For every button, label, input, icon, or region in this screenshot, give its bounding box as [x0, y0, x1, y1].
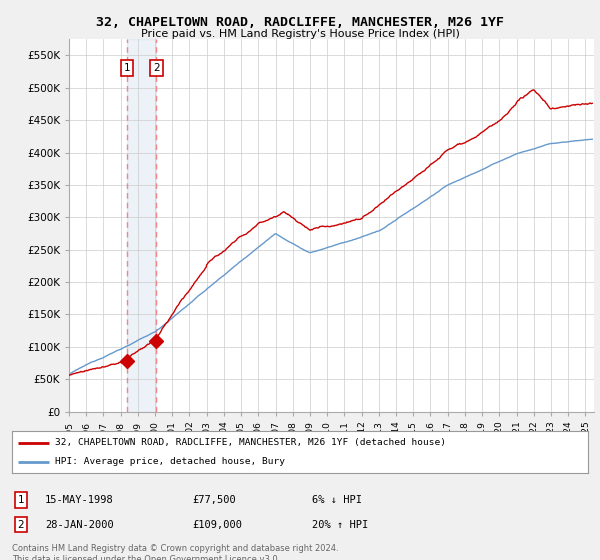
Text: 1: 1 [17, 495, 25, 505]
Text: 2: 2 [17, 520, 25, 530]
Text: 20% ↑ HPI: 20% ↑ HPI [312, 520, 368, 530]
Text: £109,000: £109,000 [192, 520, 242, 530]
Text: 32, CHAPELTOWN ROAD, RADCLIFFE, MANCHESTER, M26 1YF (detached house): 32, CHAPELTOWN ROAD, RADCLIFFE, MANCHEST… [55, 438, 446, 447]
Text: 6% ↓ HPI: 6% ↓ HPI [312, 495, 362, 505]
Text: 32, CHAPELTOWN ROAD, RADCLIFFE, MANCHESTER, M26 1YF: 32, CHAPELTOWN ROAD, RADCLIFFE, MANCHEST… [96, 16, 504, 29]
Text: Price paid vs. HM Land Registry's House Price Index (HPI): Price paid vs. HM Land Registry's House … [140, 29, 460, 39]
Text: 1: 1 [124, 63, 130, 73]
Text: 28-JAN-2000: 28-JAN-2000 [45, 520, 114, 530]
Text: HPI: Average price, detached house, Bury: HPI: Average price, detached house, Bury [55, 458, 285, 466]
Text: 2: 2 [153, 63, 160, 73]
Text: 15-MAY-1998: 15-MAY-1998 [45, 495, 114, 505]
Text: £77,500: £77,500 [192, 495, 236, 505]
Text: Contains HM Land Registry data © Crown copyright and database right 2024.
This d: Contains HM Land Registry data © Crown c… [12, 544, 338, 560]
Bar [127, 39, 157, 412]
